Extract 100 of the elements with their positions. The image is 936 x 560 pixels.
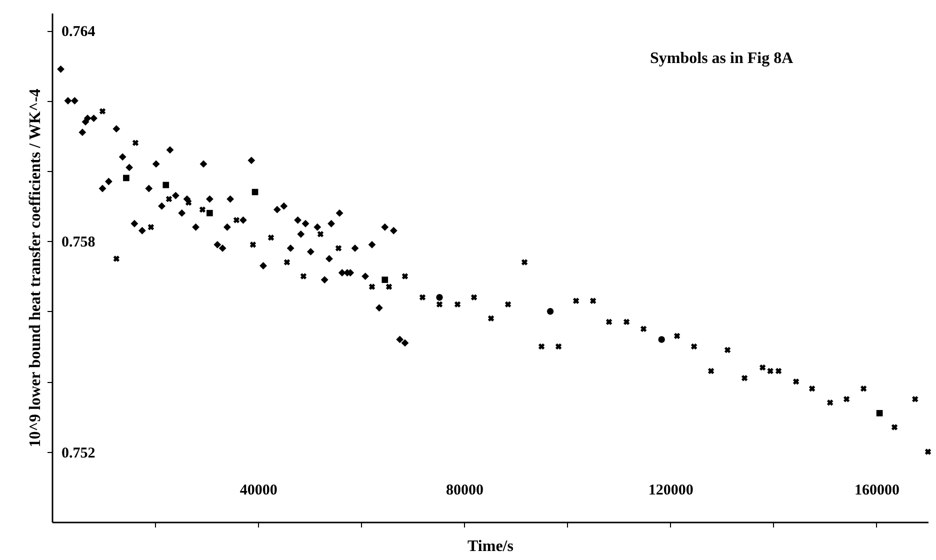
point [419,294,426,300]
point [130,220,138,228]
point [200,160,208,168]
point [297,230,305,238]
point [320,276,328,284]
point [252,188,258,196]
y-axis-title: 10^9 lower bound heat transfer coefficients / WK^-4 [27,88,44,448]
point [808,385,816,392]
point [792,378,800,385]
point [572,298,580,304]
point [148,224,154,230]
point [99,108,106,114]
point [402,273,408,280]
point [767,368,774,374]
point [759,364,766,371]
point [192,223,200,231]
point [162,182,170,188]
point [504,301,512,308]
x-tick-label: 40000 [240,482,278,498]
point [382,276,388,283]
point [741,374,748,382]
point [78,128,86,136]
point [70,97,78,104]
point [199,206,206,213]
point [826,400,834,406]
point [90,114,98,122]
point [521,259,528,266]
x-tick-label: 160000 [854,482,900,498]
point [123,174,130,182]
point [488,315,494,322]
point [555,343,562,350]
point [436,294,443,301]
point [57,65,64,73]
point [335,245,342,252]
point [317,231,324,238]
point [924,448,932,455]
point [239,216,247,224]
point [690,343,698,350]
point [158,202,166,210]
point [891,424,898,430]
point [912,396,918,402]
point [84,114,92,122]
x-tick-label: 120000 [648,482,694,498]
point [640,326,647,332]
point [368,240,376,248]
point [362,272,370,280]
point [623,318,630,326]
point [250,242,256,248]
x-tick-label: 80000 [446,482,484,498]
point [126,164,133,172]
point [248,156,256,164]
point [152,160,160,168]
point [218,244,226,252]
point [328,220,335,228]
point [223,223,231,231]
x-axis-title: Time/s [468,538,514,555]
point [454,301,461,308]
point [606,318,612,326]
point [860,385,867,392]
point [104,178,112,186]
point [843,396,850,402]
point [166,146,174,154]
point [546,308,554,315]
y-tick-label: 0.758 [62,234,96,251]
point [273,206,281,214]
point [233,216,240,224]
point [376,304,383,312]
point [178,209,186,217]
point [775,368,782,374]
point [724,346,731,354]
point [351,244,359,252]
point [306,248,314,256]
point [118,153,126,161]
point [470,294,478,300]
point [112,125,120,133]
annotation: Symbols as in Fig 8A [650,50,794,67]
point [381,223,389,231]
point [302,220,310,228]
point [166,196,172,202]
y-tick-label: 0.752 [62,445,96,462]
point [284,259,290,266]
point [326,255,333,262]
point [172,192,180,200]
point [401,339,409,347]
point [185,199,192,206]
point [390,226,398,234]
y-tick-label: 0.764 [62,24,96,40]
point [336,209,344,217]
point [214,240,222,248]
point [206,195,214,203]
point [590,298,596,304]
point [280,202,288,210]
point [206,210,213,216]
point [538,343,545,350]
point [138,226,146,234]
point [396,336,404,344]
point [286,244,294,252]
point [300,273,307,280]
point [386,284,392,290]
point [658,336,665,343]
